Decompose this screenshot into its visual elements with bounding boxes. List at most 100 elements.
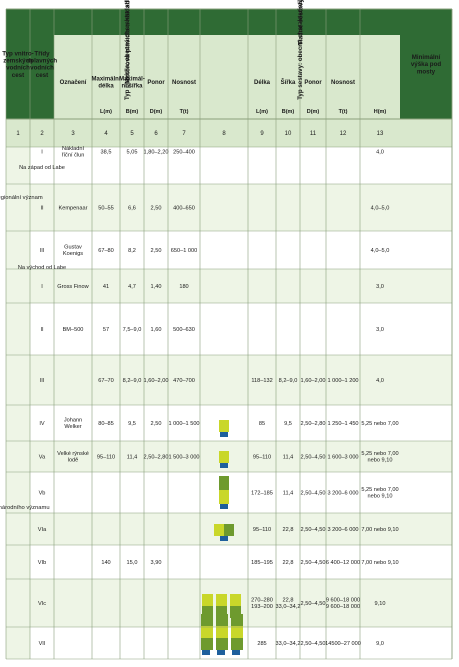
header-ponor: Ponor — [147, 80, 165, 86]
cell-h: 4,0 — [376, 149, 384, 155]
cell-t: 250–400 — [173, 149, 195, 155]
cell-h: 7,00 nebo 9,10 — [361, 527, 398, 533]
header-height-cell — [400, 9, 452, 119]
cell-cls: II — [40, 327, 44, 333]
cell-name: Kempenaar — [59, 205, 88, 211]
cell-b: 4,7 — [128, 284, 136, 290]
cell-t: 500–630 — [173, 327, 195, 333]
cell-d2: 1,60–2,00 — [301, 378, 326, 384]
cell-b2: 22,8 — [283, 527, 294, 533]
row-tint — [30, 184, 452, 231]
column-number-band — [6, 119, 452, 147]
cell-d: 2,50 — [151, 205, 162, 211]
column-number: 4 — [104, 131, 108, 137]
cell-l2: 185–195 — [251, 560, 273, 566]
cell-t2: 3 200–6 000 — [327, 527, 358, 533]
cell-d: 2,50 — [151, 248, 162, 254]
cell-t2: 6 400–12 000 — [326, 560, 360, 566]
cell-name: Johann Welker — [64, 418, 82, 430]
cell-t: 470–700 — [173, 378, 195, 384]
cell-h: 3,0 — [376, 284, 384, 290]
header-sirka: Šířka — [281, 78, 296, 86]
vessel-barge — [219, 490, 229, 504]
header-max-delka: Maximální délka — [91, 77, 120, 90]
cell-l: 67–70 — [98, 378, 114, 384]
cell-b: 8,2–9,0 — [123, 378, 142, 384]
cell-cls: VIb — [38, 560, 46, 566]
header-pushed-title: Tlačné sestavy — [297, 0, 304, 45]
cell-t: 1 500–3 000 — [168, 454, 199, 460]
cell-l2: 85 — [259, 421, 265, 427]
cell-t2: 3 200–6 000 — [327, 490, 358, 496]
vessel-barge — [231, 638, 243, 650]
cell-l2: 95–110 — [253, 527, 271, 533]
header-delka: Délka — [254, 80, 271, 86]
row-tint — [30, 355, 452, 405]
unit-label: L(m) — [256, 109, 268, 115]
vessel-tug — [232, 650, 240, 655]
vessel-barge — [214, 524, 224, 536]
row-tint — [30, 269, 452, 303]
unit-label: T(t) — [339, 109, 348, 115]
header-nosnost: Nosnost — [172, 80, 196, 86]
header-motor-subtitle: Typ plavidla: obecná charakteristika — [124, 0, 131, 100]
vessel-barge — [216, 594, 227, 606]
column-number: 5 — [130, 131, 134, 137]
cell-cls: IV — [39, 421, 45, 427]
side-label-band — [6, 147, 30, 659]
vessel-barge — [216, 638, 228, 650]
header-motor-block — [54, 9, 200, 119]
unit-label: B(m) — [282, 109, 295, 115]
cell-name: Gustav Koenigs — [63, 245, 83, 257]
cell-h: 9,0 — [376, 641, 384, 647]
cell-d2: 2,50–4,50 — [301, 641, 326, 647]
vessel-barge — [202, 594, 213, 606]
vessel-tug — [220, 463, 228, 468]
cell-cls: I — [41, 284, 43, 290]
vessel-barge — [219, 476, 229, 490]
cell-t2: 9 600–18 000 9 600–18 000 — [326, 598, 360, 610]
header-min-height: Minimální výška pod mosty — [411, 54, 441, 75]
row-tint — [30, 513, 452, 545]
cell-h: 3,0 — [376, 327, 384, 333]
cell-b2: 11,4 — [283, 490, 293, 496]
vessel-barge — [201, 638, 213, 650]
cell-d: 1,40 — [151, 284, 162, 290]
cell-l2: 270–280 193–200 — [251, 598, 273, 610]
header-class-cell — [30, 9, 54, 119]
cell-name: Gross Finow — [57, 284, 89, 290]
cell-cls: VIc — [38, 601, 46, 607]
cell-h: 5,25 nebo 7,00 nebo 9,10 — [361, 487, 398, 499]
cell-t2: 1 000–1 200 — [327, 378, 358, 384]
cell-l2: 172–185 — [251, 490, 273, 496]
cell-t2: 1 250–1 450 — [327, 421, 358, 427]
cell-cls: Va — [39, 454, 46, 460]
cell-t2: 14500–27 000 — [325, 641, 361, 647]
unit-label: T(t) — [180, 109, 189, 115]
cell-b: 5,05 — [127, 149, 138, 155]
vessel-barge — [216, 614, 228, 626]
column-number: 9 — [260, 131, 264, 137]
cell-h: 9,10 — [375, 601, 386, 607]
cell-l: 41 — [103, 284, 109, 290]
cell-cls: I — [41, 149, 43, 155]
vessel-barge — [216, 626, 228, 638]
cell-t2: 1 600–3 000 — [327, 454, 358, 460]
vessel-tug — [220, 536, 228, 541]
cell-l: 95–110 — [97, 454, 115, 460]
cell-l: 50–55 — [98, 205, 114, 211]
cell-b2: 22,8 33,0–34,2 — [276, 598, 301, 610]
vessel-barge — [201, 626, 213, 638]
cell-t: 400–650 — [173, 205, 195, 211]
cell-cls: Vb — [39, 490, 46, 496]
cell-t: 180 — [179, 284, 188, 290]
column-number: 6 — [154, 131, 158, 137]
column-number: 1 — [16, 131, 20, 137]
cell-name: BM–500 — [63, 327, 84, 333]
cell-d2: 2,50–4,50 — [301, 601, 326, 607]
header-type: Typ vnitro-zemských vodních cest — [2, 50, 34, 78]
column-number: 3 — [71, 131, 75, 137]
vessel-tug — [220, 432, 228, 437]
